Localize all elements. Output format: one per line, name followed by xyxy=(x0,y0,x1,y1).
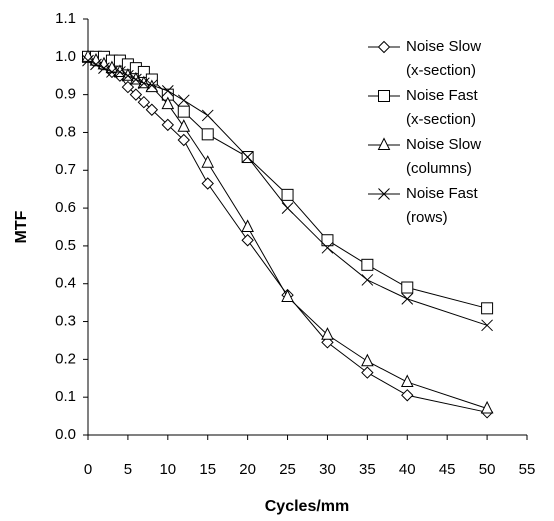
marker xyxy=(122,69,134,82)
legend-label: Noise Slow (columns) xyxy=(406,136,481,177)
x-tick-label: 55 xyxy=(519,461,536,478)
marker xyxy=(321,327,334,340)
x-axis-label: Cycles/mm xyxy=(265,498,350,515)
y-axis-label: MTF xyxy=(13,210,30,243)
marker xyxy=(97,56,111,70)
marker xyxy=(377,40,391,54)
y-tick-label: 0.2 xyxy=(55,350,76,367)
marker xyxy=(82,54,94,67)
marker xyxy=(401,281,414,294)
marker xyxy=(98,62,110,75)
marker xyxy=(137,95,151,109)
marker xyxy=(481,302,494,315)
marker xyxy=(281,289,294,302)
x-tick-label: 40 xyxy=(399,461,416,478)
marker xyxy=(281,202,294,214)
x-tick-label: 25 xyxy=(279,461,296,478)
y-tick-label: 0.1 xyxy=(55,388,76,405)
marker xyxy=(89,52,103,66)
x-tick-label: 15 xyxy=(199,461,216,478)
marker xyxy=(201,109,214,122)
marker xyxy=(321,336,334,349)
marker xyxy=(161,118,175,132)
marker xyxy=(114,66,126,78)
marker xyxy=(377,137,391,150)
marker xyxy=(241,234,254,247)
marker xyxy=(480,400,494,414)
y-tick-label: 0.8 xyxy=(55,123,76,140)
marker xyxy=(177,105,190,118)
x-tick-label: 50 xyxy=(479,461,496,478)
y-tick-label: 0.5 xyxy=(55,237,76,254)
x-tick-label: 45 xyxy=(439,461,456,478)
marker xyxy=(241,219,254,232)
marker xyxy=(401,293,414,305)
marker xyxy=(400,374,414,388)
marker xyxy=(361,258,374,271)
marker xyxy=(321,234,334,247)
marker xyxy=(321,241,334,254)
marker xyxy=(378,90,390,102)
marker xyxy=(361,353,374,367)
y-tick-label: 0.3 xyxy=(55,313,76,330)
marker xyxy=(161,85,174,97)
x-tick-label: 0 xyxy=(84,461,92,478)
marker xyxy=(177,119,191,132)
marker xyxy=(138,77,150,90)
y-tick-label: 0.9 xyxy=(55,86,76,103)
marker xyxy=(90,58,102,71)
legend-label: Noise Fast (x-section) xyxy=(406,87,479,128)
marker xyxy=(177,133,190,147)
y-tick-label: 0.4 xyxy=(55,275,76,292)
marker xyxy=(201,177,214,190)
y-tick-label: 0.6 xyxy=(55,199,76,216)
marker xyxy=(281,188,294,201)
marker xyxy=(177,94,190,107)
marker xyxy=(241,151,254,163)
marker xyxy=(201,128,214,141)
marker xyxy=(130,73,142,86)
legend-label: Noise Slow (x-section) xyxy=(406,38,481,79)
marker xyxy=(145,103,159,116)
y-tick-label: 1.1 xyxy=(55,10,76,27)
marker xyxy=(81,49,95,62)
legend-label: Noise Fast (rows) xyxy=(406,185,479,226)
marker xyxy=(361,274,374,286)
x-tick-label: 35 xyxy=(359,461,376,478)
marker xyxy=(129,88,143,101)
y-tick-label: 0.7 xyxy=(55,161,76,178)
x-tick-label: 5 xyxy=(124,461,132,478)
marker xyxy=(378,188,390,200)
y-tick-label: 1.0 xyxy=(55,48,76,65)
y-tick-label: 0.0 xyxy=(55,426,76,443)
marker xyxy=(201,155,215,168)
x-tick-label: 20 xyxy=(239,461,256,478)
marker xyxy=(481,319,493,332)
marker xyxy=(161,96,175,110)
x-tick-label: 30 xyxy=(319,461,336,478)
marker xyxy=(361,366,374,379)
marker xyxy=(146,79,158,92)
marker xyxy=(401,389,414,402)
x-tick-label: 10 xyxy=(159,461,176,478)
